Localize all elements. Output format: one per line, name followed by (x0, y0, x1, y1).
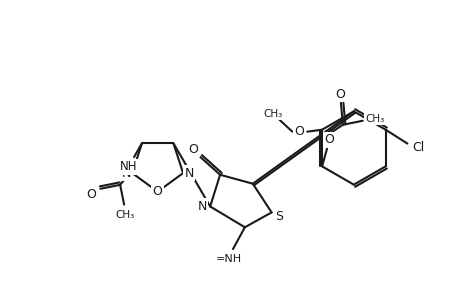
Text: O: O (334, 88, 344, 100)
Text: =NH: =NH (215, 254, 241, 264)
Text: N: N (184, 167, 193, 180)
Text: O: O (324, 133, 333, 146)
Text: CH₃: CH₃ (364, 114, 383, 124)
Text: NH: NH (120, 160, 138, 173)
Text: O: O (294, 125, 303, 138)
Text: S: S (275, 210, 283, 223)
Text: CH₃: CH₃ (263, 109, 281, 119)
Text: N: N (121, 167, 131, 180)
Text: N: N (197, 200, 207, 213)
Text: Cl: Cl (411, 141, 424, 154)
Text: O: O (152, 185, 162, 198)
Text: CH₃: CH₃ (115, 210, 134, 220)
Text: O: O (86, 188, 96, 201)
Text: O: O (188, 142, 198, 155)
